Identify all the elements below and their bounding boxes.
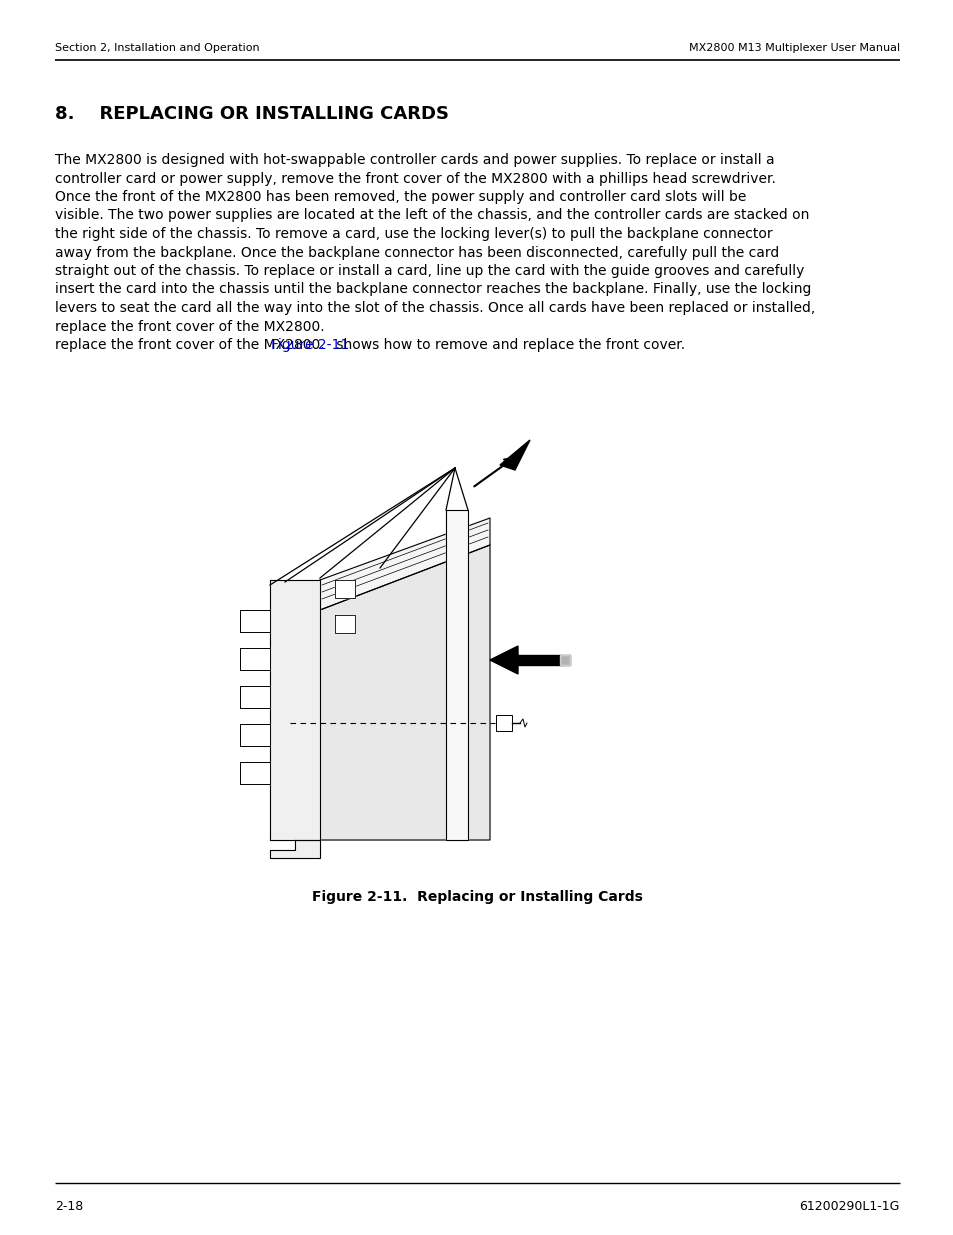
Polygon shape (335, 580, 355, 598)
Text: The MX2800 is designed with hot-swappable controller cards and power supplies. T: The MX2800 is designed with hot-swappabl… (55, 153, 774, 167)
Text: straight out of the chassis. To replace or install a card, line up the card with: straight out of the chassis. To replace … (55, 264, 803, 278)
Polygon shape (490, 646, 517, 674)
Text: Once the front of the MX2800 has been removed, the power supply and controller c: Once the front of the MX2800 has been re… (55, 190, 745, 204)
Text: away from the backplane. Once the backplane connector has been disconnected, car: away from the backplane. Once the backpl… (55, 246, 779, 259)
Polygon shape (319, 545, 490, 840)
Bar (496, 715, 512, 731)
Text: Section 2, Installation and Operation: Section 2, Installation and Operation (55, 43, 259, 53)
Polygon shape (515, 655, 569, 664)
Polygon shape (319, 517, 490, 610)
Text: 61200290L1-1G: 61200290L1-1G (799, 1200, 899, 1213)
Polygon shape (240, 685, 270, 708)
Text: Figure 2-11.  Replacing or Installing Cards: Figure 2-11. Replacing or Installing Car… (312, 890, 641, 904)
Text: shows how to remove and replace the front cover.: shows how to remove and replace the fron… (333, 338, 685, 352)
Text: levers to seat the card all the way into the slot of the chassis. Once all cards: levers to seat the card all the way into… (55, 301, 815, 315)
Polygon shape (240, 610, 270, 632)
Polygon shape (270, 840, 319, 858)
Polygon shape (559, 655, 569, 664)
Polygon shape (270, 580, 319, 840)
Text: the right side of the chassis. To remove a card, use the locking lever(s) to pul: the right side of the chassis. To remove… (55, 227, 772, 241)
Text: insert the card into the chassis until the backplane connector reaches the backp: insert the card into the chassis until t… (55, 283, 810, 296)
Text: MX2800 M13 Multiplexer User Manual: MX2800 M13 Multiplexer User Manual (688, 43, 899, 53)
Polygon shape (335, 615, 355, 634)
Polygon shape (240, 762, 270, 784)
Polygon shape (499, 440, 530, 471)
Text: controller card or power supply, remove the front cover of the MX2800 with a phi: controller card or power supply, remove … (55, 172, 775, 185)
Text: Figure 2-11: Figure 2-11 (272, 338, 350, 352)
Text: replace the front cover of the MX2800.: replace the front cover of the MX2800. (55, 338, 329, 352)
Polygon shape (240, 724, 270, 746)
Text: visible. The two power supplies are located at the left of the chassis, and the : visible. The two power supplies are loca… (55, 209, 808, 222)
Polygon shape (240, 648, 270, 671)
Text: 2-18: 2-18 (55, 1200, 83, 1213)
Polygon shape (446, 510, 468, 840)
Text: replace the front cover of the MX2800.: replace the front cover of the MX2800. (55, 320, 324, 333)
Text: 8.    REPLACING OR INSTALLING CARDS: 8. REPLACING OR INSTALLING CARDS (55, 105, 449, 124)
